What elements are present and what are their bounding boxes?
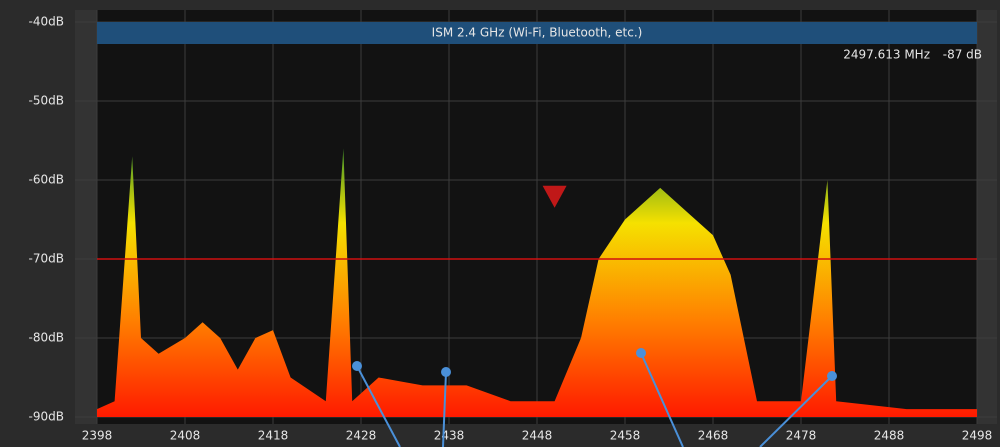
x-tick-label: 2478 [786,429,817,443]
x-tick-label: 2418 [258,429,289,443]
band-label: ISM 2.4 GHz (Wi-Fi, Bluetooth, etc.) [432,26,643,40]
x-tick-label: 2458 [610,429,641,443]
x-tick-label: 2448 [522,429,553,443]
band-bar [97,22,977,44]
x-tick-label: 2428 [346,429,377,443]
annotation-dot [827,371,837,381]
x-tick-label: 2488 [874,429,905,443]
annotation-line [442,371,447,447]
y-tick-label: -70dB [29,252,64,266]
annotation-dot [441,367,451,377]
annotation-dot [636,348,646,358]
y-tick-label: -80dB [29,331,64,345]
annotation-line [640,352,684,447]
annotation-line [356,365,401,447]
x-tick-label: 2408 [170,429,201,443]
spectrum-area [97,148,977,417]
x-tick-label: 2438 [434,429,465,443]
y-tick-label: -60dB [29,173,64,187]
annotation-line [759,375,833,447]
x-tick-label: 2398 [82,429,113,443]
readout-level: -87 dB [943,48,982,62]
x-tick-label: 2498 [962,429,993,443]
annotation-dot [352,361,362,371]
x-tick-label: 2468 [698,429,729,443]
readout-frequency: 2497.613 MHz [843,48,930,62]
marker [542,185,567,208]
y-tick-label: -50dB [29,94,64,108]
y-tick-label: -90dB [29,410,64,424]
y-tick-label: -40dB [29,15,64,29]
